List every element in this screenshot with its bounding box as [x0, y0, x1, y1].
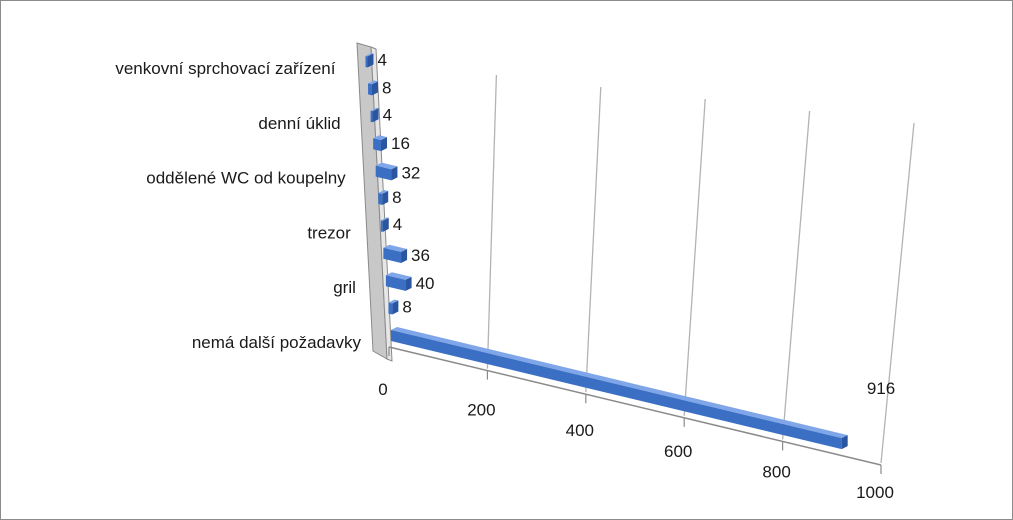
x-axis-line [388, 346, 882, 466]
gridline [781, 110, 811, 440]
bar-top-face [378, 190, 389, 194]
gridlines [486, 74, 915, 464]
chart-floor [388, 346, 882, 474]
bar [380, 217, 389, 232]
bar-end-face [371, 81, 378, 96]
bar-front-face [373, 138, 382, 152]
bars-group [365, 53, 848, 450]
x-tick-label: 400 [566, 421, 594, 440]
data-label: 32 [401, 163, 420, 182]
category-label: venkovní sprchovací zařízení [115, 59, 335, 78]
data-label: 8 [402, 298, 411, 317]
bar-top-face [388, 299, 399, 304]
bar [373, 135, 388, 152]
x-tick-label: 200 [467, 401, 495, 420]
bar-top-face [380, 217, 389, 221]
data-label: 36 [411, 246, 430, 265]
category-label: nemá další požadavky [192, 333, 362, 352]
gridline [880, 122, 915, 464]
x-tick-label: 800 [762, 462, 790, 481]
data-label: 4 [377, 50, 386, 69]
bar [368, 80, 378, 96]
gridline [585, 86, 602, 393]
data-label: 4 [383, 105, 392, 124]
bar-front-face [388, 302, 393, 315]
bar-end-face [401, 249, 408, 264]
bar-front-face [383, 247, 402, 264]
bar-front-face [368, 83, 372, 96]
bar [375, 162, 398, 181]
category-label: oddělené WC od koupelny [146, 169, 346, 188]
x-tick-label: 600 [664, 442, 692, 461]
data-label: 8 [392, 188, 401, 207]
x-tick-label: 0 [378, 380, 387, 399]
bar-top-face [375, 162, 398, 170]
bar-end-face [382, 217, 389, 232]
bar [378, 190, 389, 205]
bar-end-face [391, 166, 398, 181]
bar-end-face [367, 53, 374, 68]
x-tick-labels: 0 200 400 600 800 1000 [378, 380, 894, 502]
bar-front-face [370, 110, 373, 123]
bar-top-face [373, 135, 388, 141]
bar-front-face [375, 165, 392, 181]
category-label: trezor [307, 223, 351, 242]
gridline [486, 74, 498, 369]
bar [370, 107, 379, 123]
bar-front-face [380, 220, 383, 232]
bar-end-face [372, 108, 379, 123]
data-label: 916 [867, 379, 895, 398]
category-labels: nemá další požadavky gril trezor oddělené W… [115, 59, 361, 352]
data-label: 4 [393, 215, 402, 234]
bar-front-face [391, 330, 842, 450]
category-label: gril [333, 278, 356, 297]
bar-end-face [382, 190, 389, 205]
data-label: 16 [391, 134, 410, 153]
bar-end-face [392, 300, 399, 315]
bar [383, 244, 408, 264]
bar-front-face [365, 56, 368, 68]
x-tick-label: 1000 [856, 483, 894, 502]
bar-top-face [365, 53, 374, 57]
gridline [683, 98, 706, 416]
bar-end-face [405, 276, 412, 291]
bar [388, 299, 399, 315]
bar-top-face [391, 327, 848, 439]
data-label: 8 [382, 78, 391, 97]
category-label: denní úklid [258, 114, 340, 133]
bar [391, 327, 848, 450]
bar-front-face [378, 193, 383, 205]
data-label: 40 [416, 274, 435, 293]
bar-top-face [368, 80, 378, 85]
bar-end-face [841, 435, 848, 450]
bar-top-face [385, 272, 412, 280]
bar-top-face [383, 244, 408, 253]
bar [365, 53, 374, 68]
bar [385, 272, 412, 291]
bar-top-face [370, 107, 379, 112]
bar-end-face [381, 137, 388, 152]
bar-front-face [385, 275, 406, 291]
